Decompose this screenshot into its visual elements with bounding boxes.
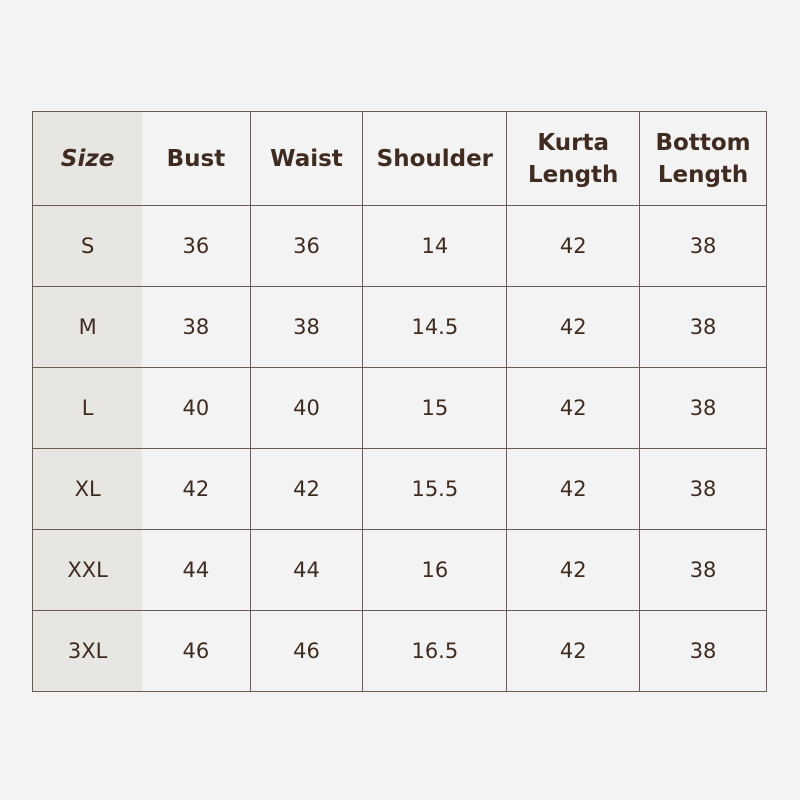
measurement-cell: 38 <box>639 205 767 287</box>
size-cell: S <box>32 205 143 287</box>
measurement-cell: 14 <box>362 205 507 287</box>
header-shoulder: Shoulder <box>362 111 507 206</box>
measurement-cell: 38 <box>639 610 767 692</box>
size-cell: XL <box>32 448 143 530</box>
measurement-cell: 40 <box>249 367 363 449</box>
size-cell: M <box>32 286 143 368</box>
measurement-cell: 38 <box>142 286 251 368</box>
measurement-cell: 44 <box>142 529 251 611</box>
header-waist: Waist <box>249 111 363 206</box>
measurement-cell: 40 <box>142 367 251 449</box>
size-chart-table: Size Bust Waist Shoulder Kurta Length Bottom Le… <box>32 111 767 692</box>
measurement-cell: 46 <box>142 610 251 692</box>
measurement-cell: 38 <box>639 529 767 611</box>
measurement-cell: 38 <box>639 286 767 368</box>
table-row: M 38 38 14.5 42 38 <box>32 286 767 368</box>
measurement-cell: 36 <box>249 205 363 287</box>
table-row: XL 42 42 15.5 42 38 <box>32 448 767 530</box>
measurement-cell: 42 <box>506 610 640 692</box>
measurement-cell: 36 <box>142 205 251 287</box>
measurement-cell: 16.5 <box>362 610 507 692</box>
measurement-cell: 42 <box>506 205 640 287</box>
header-size: Size <box>32 111 143 206</box>
measurement-cell: 38 <box>249 286 363 368</box>
measurement-cell: 42 <box>142 448 251 530</box>
size-cell: XXL <box>32 529 143 611</box>
measurement-cell: 42 <box>506 448 640 530</box>
measurement-cell: 46 <box>249 610 363 692</box>
measurement-cell: 42 <box>506 286 640 368</box>
size-cell: 3XL <box>32 610 143 692</box>
measurement-cell: 42 <box>249 448 363 530</box>
measurement-cell: 14.5 <box>362 286 507 368</box>
size-cell: L <box>32 367 143 449</box>
measurement-cell: 15.5 <box>362 448 507 530</box>
header-bottom-length: Bottom Length <box>639 111 767 206</box>
measurement-cell: 38 <box>639 448 767 530</box>
table-row: 3XL 46 46 16.5 42 38 <box>32 610 767 692</box>
table-row: XXL 44 44 16 42 38 <box>32 529 767 611</box>
header-bust: Bust <box>142 111 251 206</box>
measurement-cell: 44 <box>249 529 363 611</box>
measurement-cell: 42 <box>506 529 640 611</box>
measurement-cell: 42 <box>506 367 640 449</box>
header-kurta-length: Kurta Length <box>506 111 640 206</box>
header-row: Size Bust Waist Shoulder Kurta Length Bottom Le… <box>32 111 767 206</box>
table-row: S 36 36 14 42 38 <box>32 205 767 287</box>
measurement-cell: 38 <box>639 367 767 449</box>
measurement-cell: 15 <box>362 367 507 449</box>
table-row: L 40 40 15 42 38 <box>32 367 767 449</box>
measurement-cell: 16 <box>362 529 507 611</box>
